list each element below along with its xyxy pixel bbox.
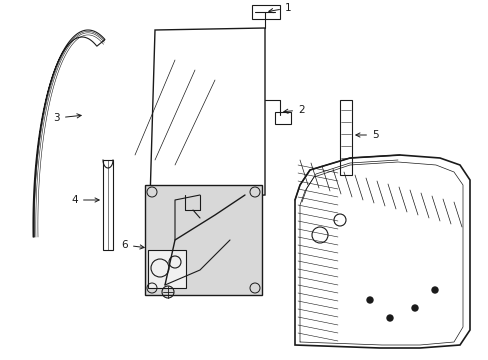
Bar: [251, 5, 280, 19]
Circle shape: [386, 315, 392, 321]
Text: 6: 6: [121, 240, 144, 250]
Text: 5: 5: [355, 130, 378, 140]
Circle shape: [431, 287, 437, 293]
Text: 2: 2: [283, 105, 304, 115]
Text: 4: 4: [71, 195, 99, 205]
Circle shape: [366, 297, 372, 303]
Bar: [148, 250, 185, 288]
Bar: [274, 112, 290, 124]
Text: 1: 1: [268, 3, 291, 13]
Circle shape: [411, 305, 417, 311]
Text: 3: 3: [53, 113, 81, 123]
Polygon shape: [145, 185, 262, 295]
